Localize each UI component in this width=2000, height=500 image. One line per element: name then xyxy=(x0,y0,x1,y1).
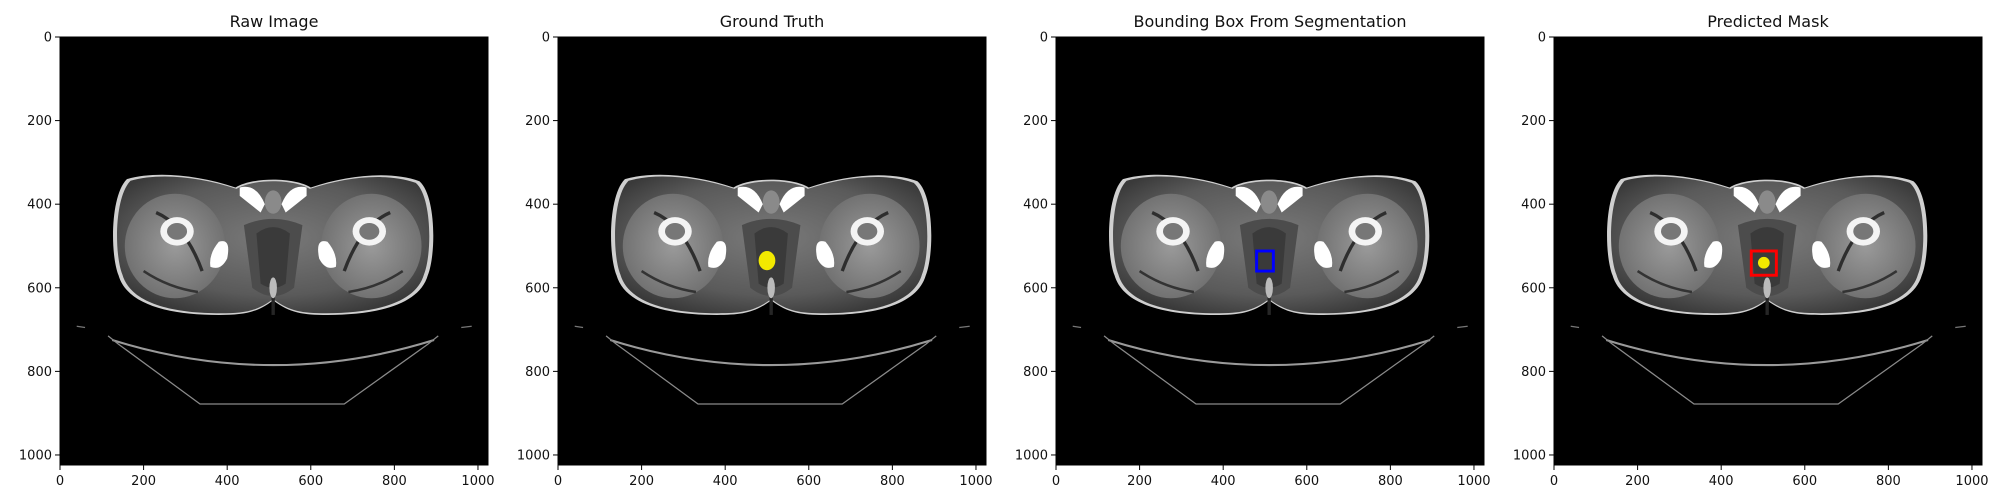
x-tick-label: 400 xyxy=(1709,474,1734,489)
ct-right-thigh xyxy=(819,194,919,298)
x-tick-label: 0 xyxy=(56,474,64,489)
x-tick-label: 0 xyxy=(1052,474,1060,489)
panel-2: Ground Truth 0 200 400 600 800 1000 0 200 400 600 8… xyxy=(517,12,993,489)
y-tick-label: 800 xyxy=(1023,365,1048,380)
x-tick-label: 1000 xyxy=(959,474,992,489)
x-tick-label: 600 xyxy=(1294,474,1319,489)
ct-image xyxy=(60,37,488,465)
x-tick-label: 400 xyxy=(713,474,738,489)
ct-femur-marrow xyxy=(665,223,685,240)
ct-right-thigh xyxy=(1317,194,1417,298)
y-tick-label: 400 xyxy=(1521,198,1546,213)
y-tick-label: 1000 xyxy=(1513,448,1546,463)
x-tick-label: 200 xyxy=(131,474,156,489)
ct-symphysis xyxy=(265,190,282,213)
x-tick-label: 0 xyxy=(554,474,562,489)
ct-right-thigh xyxy=(1815,194,1915,298)
x-tick-label: 200 xyxy=(1127,474,1152,489)
y-tick-label: 200 xyxy=(27,114,52,129)
ground-truth-mask xyxy=(759,251,776,270)
ct-femur-marrow xyxy=(359,223,379,240)
y-tick-label: 200 xyxy=(1023,114,1048,129)
y-tick-label: 800 xyxy=(1521,365,1546,380)
x-tick-label: 1000 xyxy=(1457,474,1490,489)
ct-left-thigh xyxy=(1619,194,1719,298)
x-tick-label: 400 xyxy=(215,474,240,489)
y-tick-label: 0 xyxy=(44,31,52,46)
y-tick-label: 800 xyxy=(27,365,52,380)
y-tick-label: 200 xyxy=(525,114,550,129)
ct-anal-region xyxy=(269,277,277,298)
panel-title: Raw Image xyxy=(230,12,319,31)
y-tick-label: 600 xyxy=(27,281,52,296)
y-tick-label: 600 xyxy=(1521,281,1546,296)
ct-symphysis xyxy=(1759,190,1776,213)
y-tick-label: 200 xyxy=(1521,114,1546,129)
x-tick-label: 800 xyxy=(1378,474,1403,489)
x-tick-label: 600 xyxy=(1792,474,1817,489)
ct-anal-region xyxy=(1265,277,1273,298)
ct-femur-marrow xyxy=(1163,223,1183,240)
panel-title: Predicted Mask xyxy=(1707,12,1829,31)
x-tick-label: 0 xyxy=(1550,474,1558,489)
ct-symphysis xyxy=(763,190,780,213)
y-tick-label: 1000 xyxy=(19,448,52,463)
y-tick-label: 800 xyxy=(525,365,550,380)
ct-image xyxy=(1056,37,1484,465)
ct-femur-marrow xyxy=(857,223,877,240)
y-tick-label: 400 xyxy=(525,198,550,213)
ct-left-thigh xyxy=(125,194,225,298)
x-tick-label: 400 xyxy=(1211,474,1236,489)
ct-femur-marrow xyxy=(1853,223,1873,240)
ct-anal-region xyxy=(1763,277,1771,298)
x-tick-label: 600 xyxy=(298,474,323,489)
ct-image xyxy=(558,37,986,465)
ct-femur-marrow xyxy=(1661,223,1681,240)
panel-title: Bounding Box From Segmentation xyxy=(1133,12,1406,31)
y-tick-label: 0 xyxy=(1538,31,1546,46)
ct-left-thigh xyxy=(1121,194,1221,298)
panel-1: Raw Image 0 200 400 600 800 1000 0 200 400 600 800 1… xyxy=(19,12,495,489)
x-tick-label: 800 xyxy=(1876,474,1901,489)
panel-4: Predicted Mask 0 200 400 600 800 1000 0 200 400 60… xyxy=(1513,12,1989,489)
y-tick-label: 1000 xyxy=(1015,448,1048,463)
x-tick-label: 1000 xyxy=(1955,474,1988,489)
ct-femur-marrow xyxy=(167,223,187,240)
y-tick-label: 600 xyxy=(1023,281,1048,296)
panel-3: Bounding Box From Segmentation 0 200 400 600… xyxy=(1015,12,1491,489)
x-tick-label: 800 xyxy=(382,474,407,489)
ct-left-thigh xyxy=(623,194,723,298)
ct-anal-region xyxy=(767,277,775,298)
y-tick-label: 400 xyxy=(27,198,52,213)
x-tick-label: 200 xyxy=(1625,474,1650,489)
ct-femur-marrow xyxy=(1355,223,1375,240)
ct-right-thigh xyxy=(321,194,421,298)
y-tick-label: 400 xyxy=(1023,198,1048,213)
predicted-mask xyxy=(1758,257,1770,269)
x-tick-label: 800 xyxy=(880,474,905,489)
ct-image xyxy=(1554,37,1982,465)
y-tick-label: 600 xyxy=(525,281,550,296)
x-tick-label: 1000 xyxy=(461,474,494,489)
y-tick-label: 1000 xyxy=(517,448,550,463)
panel-title: Ground Truth xyxy=(720,12,825,31)
x-tick-label: 200 xyxy=(629,474,654,489)
x-tick-label: 600 xyxy=(796,474,821,489)
ct-symphysis xyxy=(1261,190,1278,213)
y-tick-label: 0 xyxy=(542,31,550,46)
y-tick-label: 0 xyxy=(1040,31,1048,46)
